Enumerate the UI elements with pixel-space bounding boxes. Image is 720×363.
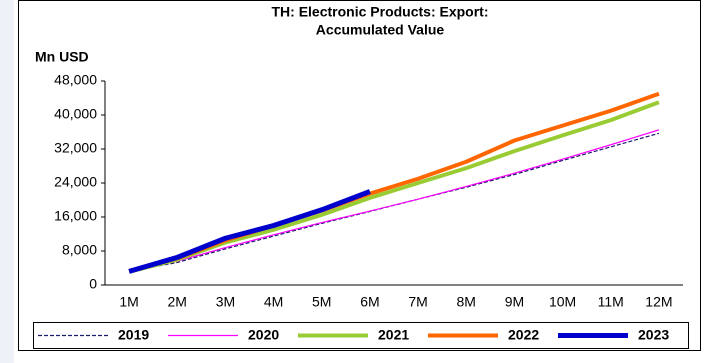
y-tick-label: 0 <box>89 276 97 292</box>
legend-label: 2020 <box>248 327 279 343</box>
x-tick-label: 2M <box>168 294 187 310</box>
legend-label: 2022 <box>508 327 539 343</box>
legend-box <box>33 322 689 349</box>
x-tick-label: 1M <box>119 294 138 310</box>
x-tick-label: 6M <box>360 294 379 310</box>
y-tick-label: 24,000 <box>54 174 97 190</box>
side-strip <box>0 0 14 363</box>
y-tick-label: 16,000 <box>54 208 97 224</box>
x-tick-label: 11M <box>598 294 624 310</box>
x-tick-label: 4M <box>264 294 283 310</box>
x-tick-label: 10M <box>549 294 576 310</box>
x-tick-label: 8M <box>457 294 476 310</box>
legend-label: 2023 <box>638 327 669 343</box>
chart-title: Accumulated Value <box>316 22 445 38</box>
y-tick-label: 40,000 <box>54 106 97 122</box>
x-tick-label: 5M <box>312 294 331 310</box>
chart-title: TH: Electronic Products: Export: <box>271 4 488 20</box>
y-tick-label: 48,000 <box>54 72 97 88</box>
y-tick-label: 32,000 <box>54 140 97 156</box>
x-tick-label: 7M <box>408 294 427 310</box>
series-line <box>128 129 660 272</box>
x-tick-label: 3M <box>216 294 235 310</box>
y-tick-label: 8,000 <box>62 242 97 258</box>
y-axis-label: Mn USD <box>35 49 89 65</box>
legend-label: 2021 <box>378 327 409 343</box>
series-line <box>128 189 371 274</box>
legend-label: 2019 <box>118 327 149 343</box>
x-tick-label: 12M <box>645 294 672 310</box>
x-tick-label: 9M <box>505 294 524 310</box>
chart-frame <box>18 0 701 351</box>
